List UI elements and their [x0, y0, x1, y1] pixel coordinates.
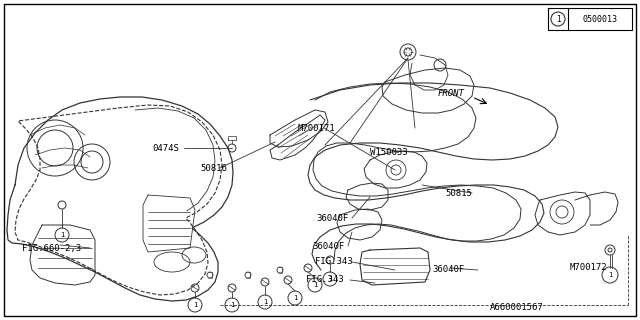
Text: 1: 1 — [328, 276, 332, 282]
Circle shape — [188, 298, 202, 312]
Text: FIG.660-2,3: FIG.660-2,3 — [22, 244, 81, 252]
Text: 1: 1 — [556, 14, 560, 23]
Circle shape — [288, 291, 302, 305]
Text: 1: 1 — [230, 302, 234, 308]
Text: FIG.343: FIG.343 — [306, 276, 344, 284]
Text: 0474S: 0474S — [152, 143, 179, 153]
Text: W150033: W150033 — [370, 148, 408, 156]
Text: 50815: 50815 — [445, 188, 472, 197]
Circle shape — [308, 278, 322, 292]
Text: M700172: M700172 — [570, 263, 607, 273]
Text: FIG.343: FIG.343 — [315, 258, 353, 267]
Circle shape — [323, 272, 337, 286]
Circle shape — [225, 298, 239, 312]
Text: 36040F: 36040F — [316, 213, 348, 222]
Text: 1: 1 — [293, 295, 297, 301]
Text: 36040F: 36040F — [432, 266, 464, 275]
Circle shape — [55, 228, 69, 242]
Text: 1: 1 — [263, 299, 267, 305]
Text: 0500013: 0500013 — [582, 14, 618, 23]
Circle shape — [258, 295, 272, 309]
Text: A660001567: A660001567 — [490, 303, 544, 313]
Text: 1: 1 — [60, 232, 64, 238]
Text: 1: 1 — [608, 272, 612, 278]
Text: 36040F: 36040F — [312, 242, 344, 251]
Text: M700171: M700171 — [298, 124, 335, 132]
Text: 1: 1 — [313, 282, 317, 288]
Text: 1: 1 — [193, 302, 197, 308]
Text: FRONT: FRONT — [438, 89, 465, 98]
Text: 50816: 50816 — [200, 164, 227, 172]
Circle shape — [602, 267, 618, 283]
